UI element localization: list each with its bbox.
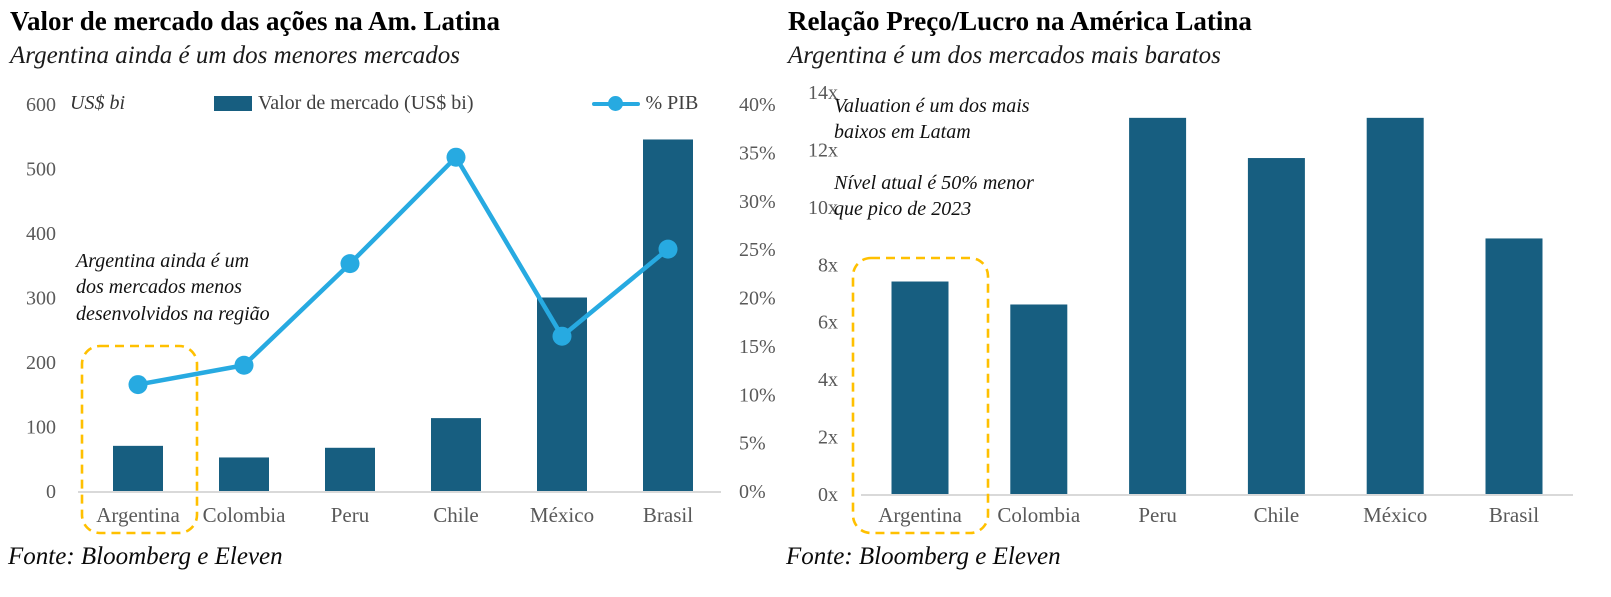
legend-label-pib: % PIB	[645, 92, 699, 114]
right-bar-brasil	[1485, 238, 1543, 494]
left-highlight-box-argentina	[80, 344, 199, 535]
left-yaxis-tick-200: 200	[26, 352, 56, 374]
left-pib-dot-peru	[340, 254, 360, 274]
right-bar-chile	[1247, 158, 1305, 495]
left-yaxis-tick-100: 100	[26, 417, 56, 439]
right-category-label-chile: Chile	[1254, 503, 1300, 527]
right-bar-colombia	[1010, 304, 1068, 494]
right-yaxis-tick-14x: 14x	[808, 82, 838, 104]
legend-label-market-value: Valor de mercado (US$ bi)	[258, 92, 474, 114]
right-category-label-brasil: Brasil	[1489, 503, 1539, 527]
right-yaxis-tick-6x: 6x	[818, 312, 838, 334]
left-pib-dot-colombia	[234, 355, 254, 375]
right-chart-annotation-nivel: Nível atual é 50% menor que pico de 2023	[834, 172, 1034, 221]
right-yaxis-tick-2x: 2x	[818, 427, 838, 449]
right-yaxis-tick-8x: 8x	[818, 254, 838, 276]
left-yaxis-tick-300: 300	[26, 288, 56, 310]
left-secondary-axis-tick-30%: 30%	[739, 191, 776, 213]
left-secondary-axis-tick-25%: 25%	[739, 239, 776, 261]
left-category-label-peru: Peru	[331, 503, 370, 527]
right-bar-argentina	[891, 281, 949, 494]
left-yaxis-tick-0: 0	[46, 481, 56, 503]
bar-series-swatch-icon	[214, 96, 252, 111]
left-pib-dot-brasil	[658, 239, 678, 259]
left-pib-dot-méxico	[552, 326, 572, 346]
left-pib-dot-argentina	[128, 375, 148, 395]
right-chart-annotation-valuation: Valuation é um dos mais baixos em Latam	[834, 95, 1030, 144]
left-bar-méxico	[537, 297, 587, 491]
left-pib-dot-chile	[446, 147, 466, 167]
left-category-label-colombia: Colombia	[203, 503, 287, 527]
right-yaxis-tick-10x: 10x	[808, 197, 838, 219]
right-bar-méxico	[1366, 117, 1424, 494]
right-chart-title: Relação Preço/Lucro na América Latina	[788, 6, 1252, 36]
left-yaxis-tick-600: 600	[26, 94, 56, 116]
left-chart-legend: Valor de mercado (US$ bi) % PIB	[214, 92, 698, 115]
left-yaxis-tick-500: 500	[26, 159, 56, 181]
left-yaxis-tick-400: 400	[26, 223, 56, 245]
left-axis-unit-label: US$ bi	[70, 92, 125, 114]
left-category-label-argentina: Argentina	[96, 503, 180, 527]
right-category-label-peru: Peru	[1138, 503, 1177, 527]
legend-item-market-value: Valor de mercado (US$ bi)	[214, 92, 474, 115]
left-secondary-axis-tick-15%: 15%	[739, 336, 776, 358]
left-bar-argentina	[113, 445, 163, 491]
left-category-label-chile: Chile	[433, 503, 479, 527]
left-bar-brasil	[643, 139, 693, 491]
left-bar-peru	[325, 447, 375, 491]
left-chart-title: Valor de mercado das ações na Am. Latina	[10, 6, 501, 36]
left-secondary-axis-tick-20%: 20%	[739, 288, 776, 310]
left-secondary-axis-tick-0%: 0%	[739, 481, 766, 503]
left-secondary-axis-tick-10%: 10%	[739, 384, 776, 406]
left-chart-annotation: Argentina ainda é um dos mercados menos …	[76, 250, 270, 325]
left-secondary-axis-tick-5%: 5%	[739, 433, 766, 455]
right-bar-peru	[1129, 117, 1187, 494]
right-chart-subtitle: Argentina é um dos mercados mais baratos	[788, 42, 1221, 69]
right-category-label-méxico: México	[1363, 503, 1427, 527]
left-pib-line	[137, 154, 670, 387]
legend-item-pib: % PIB	[591, 92, 699, 115]
left-secondary-axis-tick-40%: 40%	[739, 94, 776, 116]
left-bar-colombia	[219, 457, 269, 491]
right-yaxis-tick-4x: 4x	[818, 369, 838, 391]
left-category-label-brasil: Brasil	[643, 503, 693, 527]
right-chart-source: Fonte: Bloomberg e Eleven	[786, 543, 1061, 570]
left-category-label-méxico: México	[530, 503, 594, 527]
left-bar-chile	[431, 418, 481, 491]
line-series-marker-icon	[591, 96, 640, 112]
right-highlight-box-argentina	[851, 256, 990, 535]
right-yaxis-tick-0x: 0x	[818, 484, 838, 506]
left-chart-subtitle: Argentina ainda é um dos menores mercado…	[10, 42, 460, 69]
right-category-label-colombia: Colombia	[997, 503, 1081, 527]
left-secondary-axis-tick-35%: 35%	[739, 142, 776, 164]
right-category-label-argentina: Argentina	[878, 503, 962, 527]
left-chart-source: Fonte: Bloomberg e Eleven	[8, 543, 283, 570]
right-yaxis-tick-12x: 12x	[808, 139, 838, 161]
